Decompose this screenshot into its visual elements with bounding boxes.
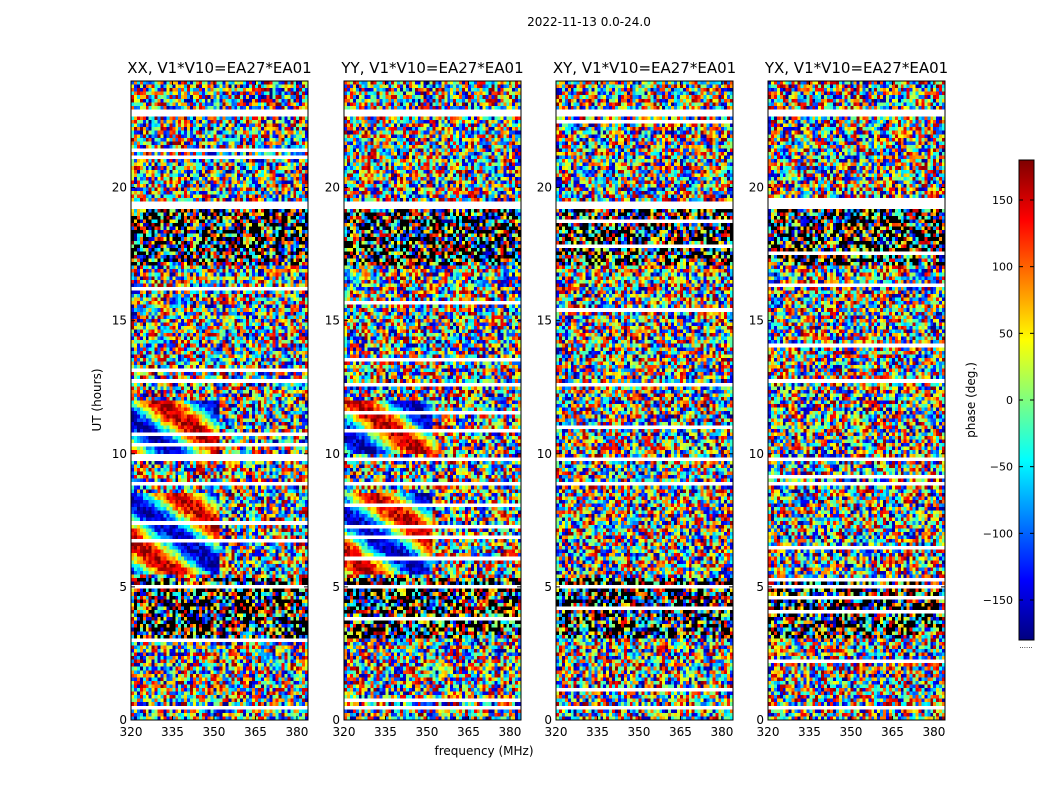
panel-frame — [767, 80, 946, 721]
y-tick-label: 15 — [749, 314, 764, 328]
x-tick-label: 380 — [285, 725, 308, 739]
colorbar-tick-label: 100 — [992, 261, 1013, 274]
y-tick-label: 5 — [119, 580, 127, 594]
heatmap-image — [131, 81, 308, 720]
x-tick-label: 335 — [374, 725, 397, 739]
x-tick-label: 350 — [416, 725, 439, 739]
colorbar-ticks: −150 −100 −50 0 50 100 150 — [983, 194, 1034, 607]
heatmap-image — [768, 81, 945, 720]
panel-yy: YY, V1*V10=EA27*EA01 320 335 350 365 380 0 5 10 1… — [325, 59, 524, 739]
x-tick-label: 335 — [161, 725, 184, 739]
panel-frame — [343, 80, 522, 721]
y-tick-label: 5 — [544, 580, 552, 594]
y-tick-label: 15 — [112, 314, 127, 328]
y-tick-label: 0 — [119, 713, 127, 727]
panel-title: YX, V1*V10=EA27*EA01 — [764, 59, 948, 77]
panel-xy: XY, V1*V10=EA27*EA01 320 335 350 365 380 0 5 10 1… — [537, 59, 736, 739]
x-tick-label: 335 — [798, 725, 821, 739]
panel-frame — [555, 80, 734, 721]
panel-title: YY, V1*V10=EA27*EA01 — [340, 59, 523, 77]
x-tick-label: 350 — [840, 725, 863, 739]
y-tick-label: 0 — [332, 713, 340, 727]
x-tick-label: 320 — [545, 725, 568, 739]
heatmap-image — [556, 81, 733, 720]
panel-title: XY, V1*V10=EA27*EA01 — [553, 59, 736, 77]
x-tick-label: 350 — [628, 725, 651, 739]
colorbar-tick-label: −50 — [990, 461, 1013, 474]
y-tick-label: 10 — [537, 447, 552, 461]
x-tick-label: 365 — [244, 725, 267, 739]
y-tick-label: 5 — [756, 580, 764, 594]
x-tick-label: 365 — [881, 725, 904, 739]
panel-yx: YX, V1*V10=EA27*EA01 320 335 350 365 380 0 5 10 1… — [749, 59, 948, 739]
panel-title: XX, V1*V10=EA27*EA01 — [127, 59, 311, 77]
colorbar-tick-label: 50 — [999, 327, 1013, 340]
y-tick-label: 5 — [332, 580, 340, 594]
y-tick-label: 10 — [112, 447, 127, 461]
x-tick-label: 365 — [457, 725, 480, 739]
x-axis-label: frequency (MHz) — [434, 744, 533, 758]
y-axis-label: UT (hours) — [90, 368, 104, 431]
x-tick-label: 365 — [669, 725, 692, 739]
panel-xx: XX, V1*V10=EA27*EA01 320 335 350 365 380 0 5 10 1… — [112, 59, 312, 739]
y-tick-label: 0 — [756, 713, 764, 727]
colorbar-tick-label: −150 — [983, 594, 1013, 607]
x-tick-label: 350 — [203, 725, 226, 739]
x-tick-label: 320 — [757, 725, 780, 739]
x-tick-label: 335 — [586, 725, 609, 739]
y-tick-label: 10 — [749, 447, 764, 461]
x-tick-label: 320 — [120, 725, 143, 739]
y-tick-label: 20 — [537, 181, 552, 195]
y-tick-label: 10 — [325, 447, 340, 461]
y-tick-label: 20 — [749, 181, 764, 195]
figure-suptitle: 2022-11-13 0.0-24.0 — [527, 15, 651, 29]
panels: XX, V1*V10=EA27*EA01 320 335 350 365 380 0 5 10 1… — [112, 59, 948, 739]
y-tick-label: 20 — [112, 181, 127, 195]
colorbar-tick-label: 150 — [992, 194, 1013, 207]
colorbar-label: phase (deg.) — [964, 362, 978, 438]
colorbar: −150 −100 −50 0 50 100 150 phase (deg.) ...... — [964, 159, 1035, 650]
colorbar-tick-label: 0 — [1006, 394, 1013, 407]
y-tick-label: 20 — [325, 181, 340, 195]
y-tick-label: 0 — [544, 713, 552, 727]
panel-frame — [130, 80, 309, 721]
colorbar-tick-label: −100 — [983, 527, 1013, 540]
x-tick-label: 380 — [710, 725, 733, 739]
x-tick-label: 320 — [333, 725, 356, 739]
heatmap-image — [344, 81, 521, 720]
y-tick-label: 15 — [537, 314, 552, 328]
x-tick-label: 380 — [922, 725, 945, 739]
y-tick-label: 15 — [325, 314, 340, 328]
colorbar-footer: ...... — [1019, 642, 1032, 650]
x-tick-label: 380 — [498, 725, 521, 739]
